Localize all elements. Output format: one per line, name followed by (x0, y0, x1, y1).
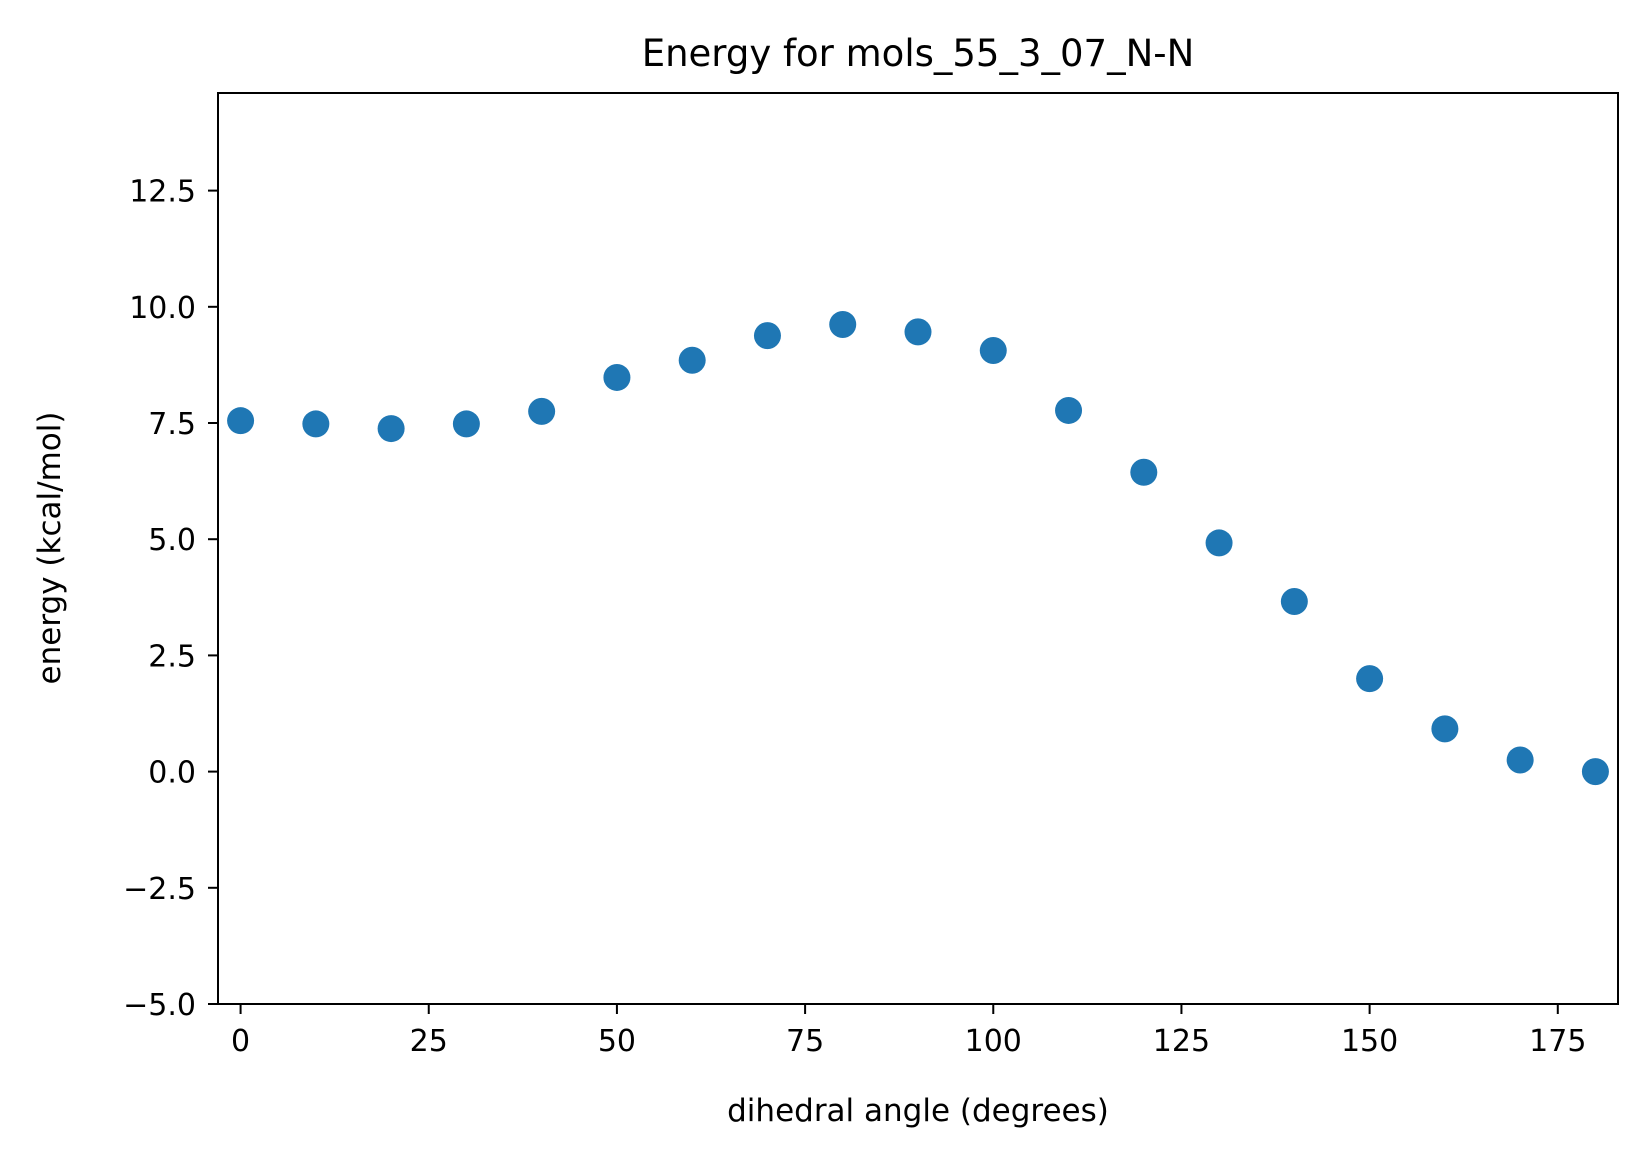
data-point (1280, 587, 1308, 615)
data-point (302, 410, 330, 438)
data-point (678, 346, 706, 374)
data-point (1581, 758, 1609, 786)
data-point (452, 410, 480, 438)
data-point (1055, 396, 1083, 424)
data-point (1205, 529, 1233, 557)
data-point (829, 310, 857, 338)
data-point (979, 336, 1007, 364)
x-tick-label: 0 (231, 1024, 250, 1059)
y-tick-label: −5.0 (123, 988, 196, 1023)
x-tick-label: 175 (1529, 1024, 1586, 1059)
x-tick-label: 150 (1341, 1024, 1398, 1059)
data-point (904, 318, 932, 346)
y-tick-label: 12.5 (129, 175, 196, 210)
y-tick-label: −2.5 (123, 872, 196, 907)
chart-title: Energy for mols_55_3_07_N-N (642, 32, 1195, 75)
y-tick-label: 7.5 (148, 407, 196, 442)
x-axis-ticks: 0 25 50 75 100 125 150 175 (231, 1004, 1586, 1059)
data-point (1130, 458, 1158, 486)
plot-area-frame (217, 92, 1619, 1005)
data-point (528, 397, 556, 425)
data-point (227, 407, 255, 435)
data-point (1431, 715, 1459, 743)
x-tick-label: 75 (786, 1024, 824, 1059)
data-point (1506, 746, 1534, 774)
y-axis-label: energy (kcal/mol) (32, 412, 68, 685)
x-tick-label: 100 (965, 1024, 1022, 1059)
data-point (753, 322, 781, 350)
data-points (227, 310, 1609, 786)
data-point (603, 363, 631, 391)
x-axis-label: dihedral angle (degrees) (727, 1093, 1109, 1129)
y-tick-label: 2.5 (148, 639, 196, 674)
data-point (1356, 665, 1384, 693)
y-tick-label: 5.0 (148, 523, 196, 558)
y-axis-ticks: −5.0 −2.5 0.0 2.5 5.0 7.5 10.0 12.5 (123, 175, 218, 1023)
data-point (377, 415, 405, 443)
y-tick-label: 10.0 (129, 291, 196, 326)
x-tick-label: 50 (598, 1024, 636, 1059)
x-tick-label: 25 (410, 1024, 448, 1059)
y-tick-label: 0.0 (148, 756, 196, 791)
x-tick-label: 125 (1153, 1024, 1210, 1059)
